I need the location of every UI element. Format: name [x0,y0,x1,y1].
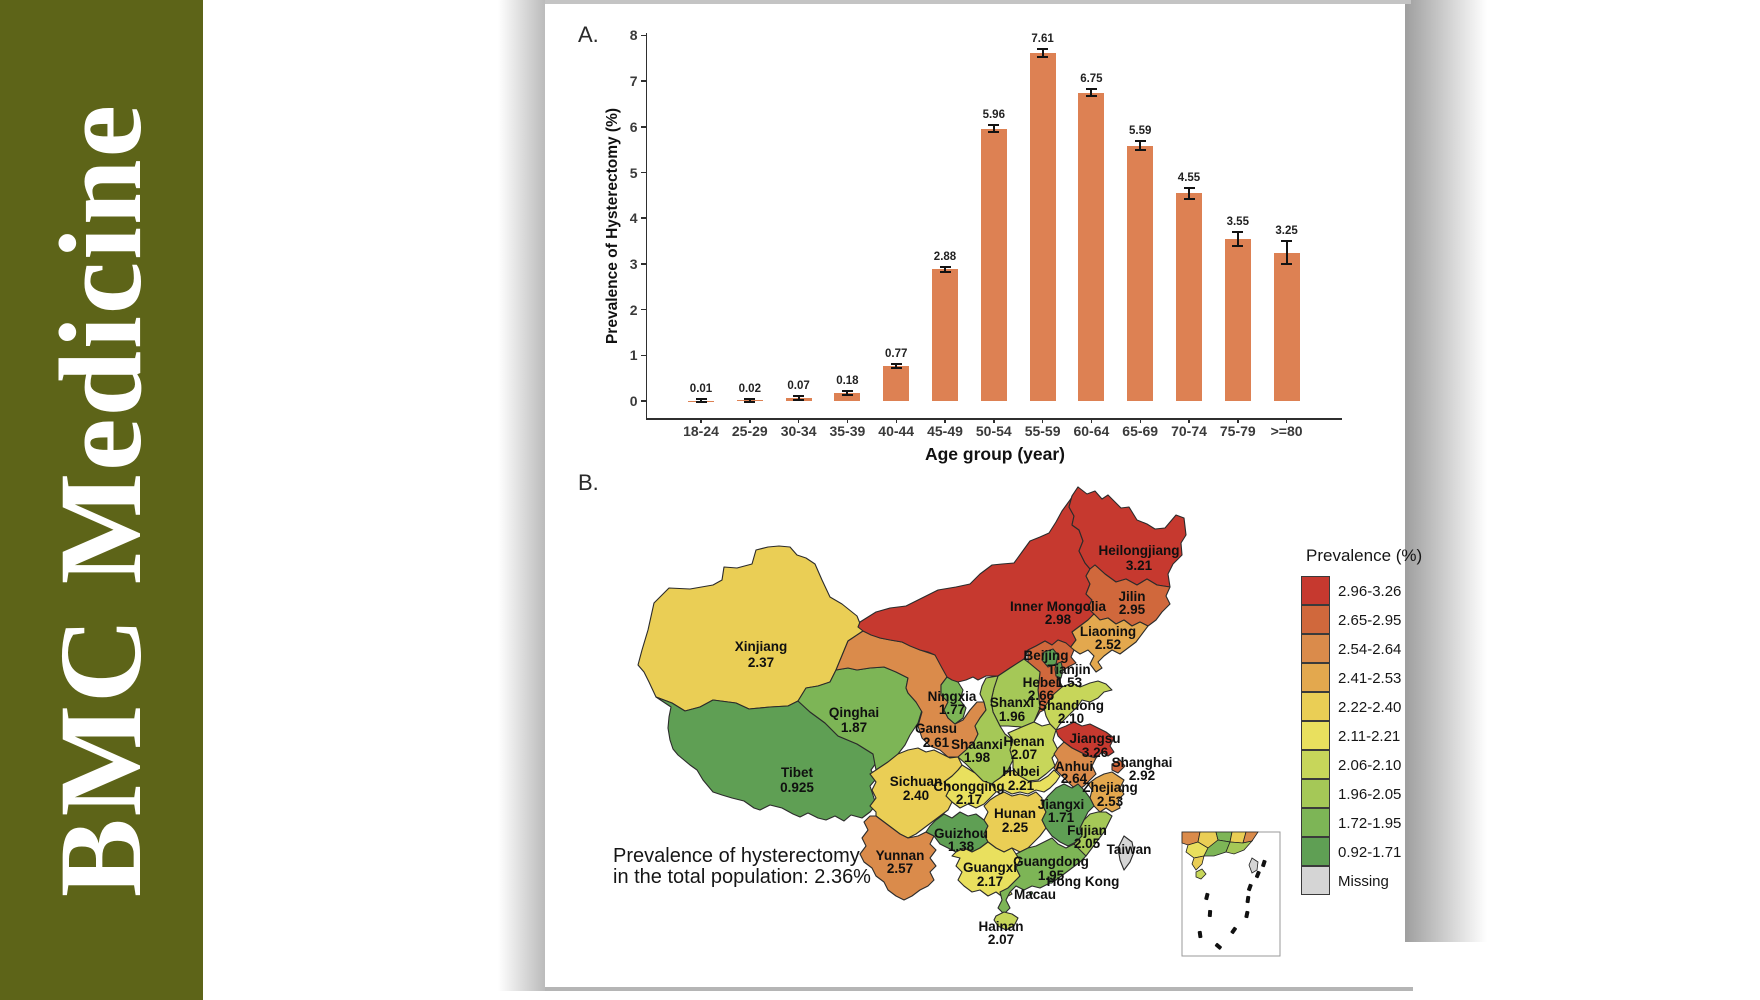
svg-text:2.95: 2.95 [1119,602,1146,617]
svg-text:2.07: 2.07 [988,932,1014,947]
svg-text:Shanghai: Shanghai [1112,755,1173,770]
svg-text:Anhui: Anhui [1055,759,1093,774]
svg-text:Sichuan: Sichuan [890,774,943,789]
svg-text:Yunnan: Yunnan [876,848,925,863]
svg-text:Guangdong: Guangdong [1013,854,1089,869]
svg-text:1.95: 1.95 [1038,868,1065,883]
svg-text:Hunan: Hunan [994,806,1036,821]
svg-text:Jilin: Jilin [1118,589,1145,604]
svg-text:1.53: 1.53 [1056,675,1083,690]
svg-text:2.52: 2.52 [1095,637,1121,652]
svg-text:Shanxi: Shanxi [990,695,1034,710]
svg-text:2.10: 2.10 [1058,711,1084,726]
svg-text:Zhejiang: Zhejiang [1082,780,1138,795]
svg-text:Chongqing: Chongqing [933,779,1004,794]
svg-text:Hainan: Hainan [978,919,1023,934]
svg-text:2.40: 2.40 [903,788,929,803]
svg-text:1.71: 1.71 [1048,810,1075,825]
svg-text:1.38: 1.38 [948,839,975,854]
svg-text:Gansu: Gansu [915,721,957,736]
svg-text:2.64: 2.64 [1061,771,1088,786]
svg-text:Hong Kong: Hong Kong [1047,874,1120,889]
svg-text:2.07: 2.07 [1011,747,1037,762]
svg-text:Inner Mongolia: Inner Mongolia [1010,599,1106,614]
svg-text:2.57: 2.57 [887,861,913,876]
svg-text:2.37: 2.37 [748,655,774,670]
svg-text:2.17: 2.17 [977,874,1003,889]
svg-text:1.77: 1.77 [939,702,965,717]
svg-text:Taiwan: Taiwan [1107,842,1152,857]
svg-text:Beijing: Beijing [1023,648,1068,663]
svg-text:2.05: 2.05 [1074,836,1101,851]
svg-text:2.92: 2.92 [1129,768,1155,783]
svg-text:Shaanxi: Shaanxi [951,737,1003,752]
svg-text:Guizhou: Guizhou [934,826,988,841]
svg-text:Ningxia: Ningxia [928,689,977,704]
svg-text:3.21: 3.21 [1126,558,1153,573]
svg-text:3.26: 3.26 [1082,745,1109,760]
svg-text:2.98: 2.98 [1045,612,1072,627]
svg-text:2.21: 2.21 [1008,778,1035,793]
svg-text:2.53: 2.53 [1097,794,1124,809]
svg-text:Jiangsu: Jiangsu [1069,731,1120,746]
svg-text:2.66: 2.66 [1028,688,1055,703]
svg-text:Henan: Henan [1003,734,1044,749]
svg-text:Guangxi: Guangxi [963,860,1017,875]
svg-text:Fujian: Fujian [1067,823,1107,838]
svg-text:Hebei: Hebei [1023,675,1060,690]
svg-text:2.25: 2.25 [1002,820,1029,835]
svg-text:1.98: 1.98 [964,750,991,765]
svg-text:Shandong: Shandong [1038,698,1104,713]
svg-text:Macau: Macau [1014,887,1056,902]
svg-text:2.61: 2.61 [923,735,950,750]
svg-text:Jiangxi: Jiangxi [1038,797,1085,812]
svg-text:Qinghai: Qinghai [829,705,879,720]
svg-text:Tianjin: Tianjin [1047,662,1090,677]
svg-text:Liaoning: Liaoning [1080,624,1136,639]
svg-text:1.96: 1.96 [999,709,1026,724]
svg-text:Xinjiang: Xinjiang [735,639,788,654]
svg-text:2.17: 2.17 [956,792,982,807]
svg-text:1.87: 1.87 [841,720,867,735]
svg-text:0.925: 0.925 [780,780,814,795]
svg-text:Tibet: Tibet [781,765,814,780]
svg-text:Heilongjiang: Heilongjiang [1099,543,1180,558]
svg-text:Hubei: Hubei [1002,764,1040,779]
